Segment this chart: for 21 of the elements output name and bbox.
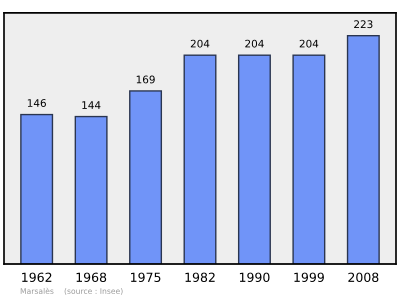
bar xyxy=(292,54,326,264)
x-tick-label: 1982 xyxy=(185,272,215,282)
data-label: 204 xyxy=(190,40,210,48)
data-label: 223 xyxy=(354,20,372,28)
data-label: 146 xyxy=(28,99,46,107)
bar xyxy=(74,116,108,264)
bar xyxy=(238,54,271,264)
bar xyxy=(20,114,54,264)
bar xyxy=(129,90,162,264)
data-label: 204 xyxy=(245,40,264,48)
data-label: 169 xyxy=(136,76,155,84)
bar xyxy=(346,34,380,264)
x-tick-label: 1968 xyxy=(76,272,106,282)
bar xyxy=(184,54,216,264)
data-label: 144 xyxy=(82,101,100,109)
x-tick-label: 2008 xyxy=(348,272,378,282)
x-tick-label: 1999 xyxy=(294,272,324,282)
x-tick-label: 1990 xyxy=(240,272,270,282)
data-label: 204 xyxy=(300,40,318,48)
x-tick-label: 1975 xyxy=(131,272,160,282)
x-tick-label: 1962 xyxy=(22,272,52,282)
